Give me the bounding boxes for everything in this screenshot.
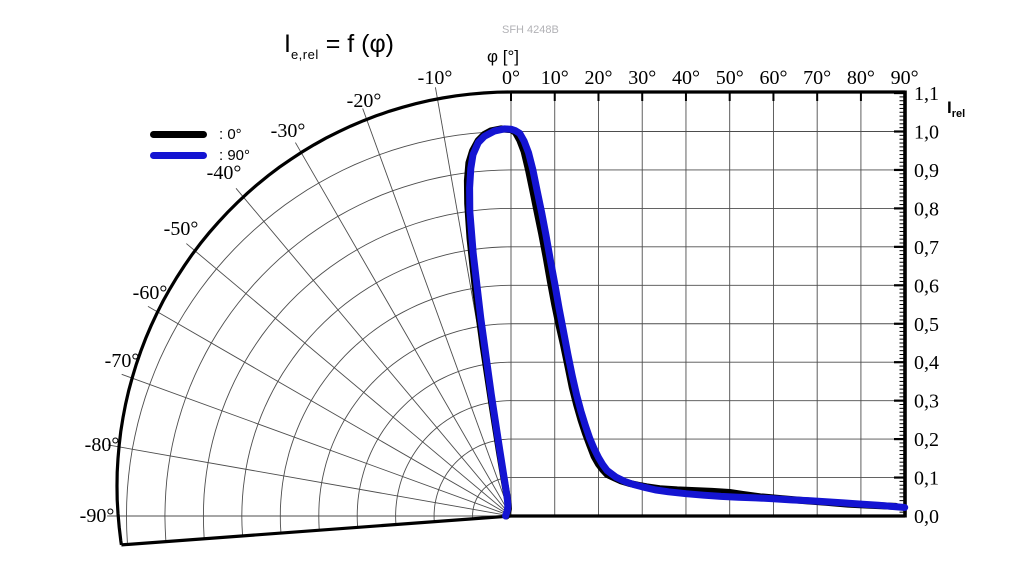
svg-text:80°: 80° — [847, 67, 875, 89]
legend-label-90deg: : 90° — [219, 147, 251, 164]
axis-labels: -10° 0° 10° 20° 30° 40° 50° 60° 70° 80° 90°1,1 1,0 0… — [80, 24, 966, 528]
legend-swatch-blue — [150, 152, 207, 159]
svg-text:-80°: -80° — [85, 434, 120, 456]
svg-text:-40°: -40° — [207, 162, 242, 184]
axis-ticks — [510, 91, 905, 518]
svg-text:50°: 50° — [716, 67, 744, 89]
legend-item-90deg: : 90° — [150, 145, 250, 166]
svg-text:-10°: -10° — [418, 67, 453, 89]
title-symbol: I — [284, 30, 291, 58]
svg-text:0,6: 0,6 — [914, 275, 939, 297]
svg-text:70°: 70° — [803, 67, 831, 89]
curve-0deg — [463, 125, 900, 520]
figure-title: Ie,rel = f (φ) — [284, 30, 394, 62]
right-axis-title: Irel — [947, 98, 965, 120]
svg-text:-30°: -30° — [271, 120, 306, 142]
svg-text:0,9: 0,9 — [914, 160, 939, 182]
legend: : 0° : 90° — [150, 124, 250, 166]
svg-text:1,0: 1,0 — [914, 122, 939, 144]
legend-swatch-black — [150, 131, 207, 138]
title-rest: = f (φ) — [318, 30, 394, 58]
svg-text:-60°: -60° — [133, 282, 168, 304]
svg-text:40°: 40° — [672, 67, 700, 89]
cartesian-grid — [510, 92, 905, 516]
svg-text:90°: 90° — [891, 67, 919, 89]
svg-text:1,1: 1,1 — [914, 83, 939, 105]
legend-item-0deg: : 0° — [150, 124, 250, 145]
svg-text:60°: 60° — [759, 67, 787, 89]
svg-text:0,3: 0,3 — [914, 391, 939, 413]
svg-text:0,0: 0,0 — [914, 506, 939, 528]
svg-text:20°: 20° — [584, 67, 612, 89]
title-subscript: e,rel — [290, 47, 319, 62]
curve-90deg — [466, 125, 909, 520]
svg-text:-70°: -70° — [105, 350, 140, 372]
svg-text:SFH 4248B: SFH 4248B — [502, 24, 559, 36]
svg-text:0,5: 0,5 — [914, 314, 939, 336]
svg-text:10°: 10° — [541, 67, 569, 89]
svg-text:0,1: 0,1 — [914, 468, 939, 490]
svg-text:φ [°]: φ [°] — [487, 47, 519, 66]
svg-text:0,2: 0,2 — [914, 429, 939, 451]
svg-text:-20°: -20° — [347, 90, 382, 112]
svg-text:-50°: -50° — [164, 218, 199, 240]
svg-text:0,7: 0,7 — [914, 237, 939, 259]
svg-text:30°: 30° — [628, 67, 656, 89]
svg-text:0°: 0° — [502, 67, 520, 89]
svg-text:-90°: -90° — [80, 505, 115, 527]
svg-text:0,4: 0,4 — [914, 352, 939, 374]
legend-label-0deg: : 0° — [219, 126, 242, 143]
svg-text:0,8: 0,8 — [914, 198, 939, 220]
